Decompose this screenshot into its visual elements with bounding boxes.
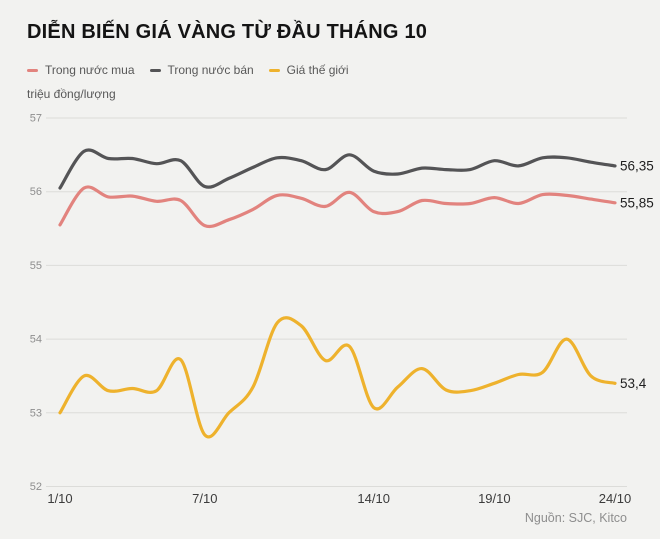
y-tick-label-53: 53: [30, 407, 42, 419]
y-tick-label-52: 52: [30, 481, 42, 493]
legend-label-world: Giá thế giới: [286, 63, 349, 77]
series-end-label-1: 56,35: [620, 158, 654, 173]
y-axis-unit-label: triệu đồng/lượng: [27, 87, 116, 101]
x-tick-label-7-10: 7/10: [192, 491, 217, 506]
chart-title: DIỄN BIẾN GIÁ VÀNG TỪ ĐẦU THÁNG 10: [27, 21, 428, 43]
source-credit: Nguồn: SJC, Kitco: [524, 511, 627, 525]
y-tick-label-56: 56: [30, 186, 42, 198]
legend-item-buy: Trong nước mua: [27, 63, 135, 77]
series-end-label-0: 55,85: [620, 195, 654, 210]
chart-legend: Trong nước mua Trong nước bán Giá thế gi…: [27, 63, 349, 77]
buy-line-swatch-icon: [27, 68, 38, 72]
y-tick-label-55: 55: [30, 260, 42, 272]
series-line-1: [58, 148, 617, 190]
legend-label-buy: Trong nước mua: [45, 63, 135, 77]
series-line-2: [58, 316, 617, 439]
legend-item-sell: Trong nước bán: [149, 63, 254, 77]
legend-label-sell: Trong nước bán: [167, 63, 254, 77]
legend-item-world: Giá thế giới: [268, 63, 349, 77]
x-tick-label-1-10: 1/10: [47, 491, 72, 506]
world-line-swatch-icon: [268, 68, 280, 72]
x-tick-label-24-10: 24/10: [599, 491, 632, 506]
x-tick-label-14-10: 14/10: [357, 491, 390, 506]
y-tick-label-57: 57: [30, 113, 42, 125]
x-tick-label-19-10: 19/10: [478, 491, 511, 506]
series-line-0: [58, 185, 617, 229]
y-tick-label-54: 54: [30, 334, 42, 346]
series-end-label-2: 53,4: [620, 376, 647, 391]
sell-line-swatch-icon: [149, 68, 161, 72]
